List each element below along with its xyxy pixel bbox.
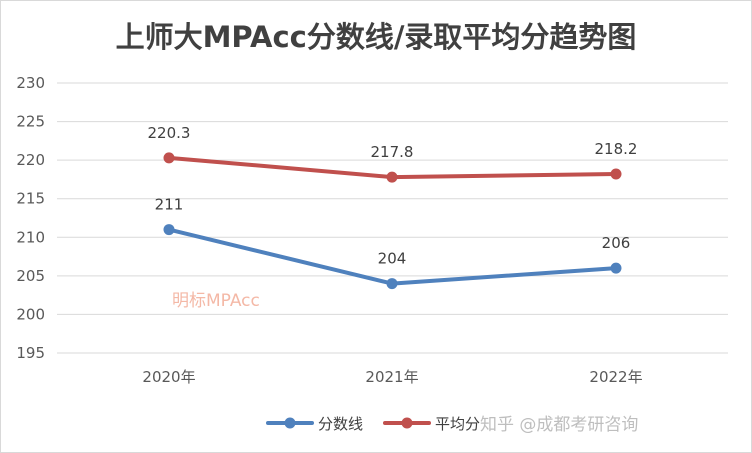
y-axis-ticks: 195 200 205 210 215 220 225 230 [16,74,45,362]
corner-watermark: 知乎 @成都考研咨询 [480,415,638,435]
data-label: 220.3 [148,124,191,142]
x-tick-label: 2020年 [142,368,195,386]
y-tick-label: 195 [16,344,45,362]
data-point [163,152,175,164]
y-tick-label: 210 [16,228,45,246]
data-label: 217.8 [371,143,414,161]
data-point [386,278,398,290]
data-label: 218.2 [595,140,638,158]
legend-label: 平均分 [435,415,480,433]
legend-label: 分数线 [318,415,363,433]
y-tick-label: 215 [16,190,45,208]
data-point [163,224,175,236]
legend: 分数线 平均分 [266,415,480,433]
x-tick-label: 2021年 [365,368,418,386]
x-tick-label: 2022年 [589,368,642,386]
y-tick-label: 225 [16,113,45,131]
chart-title: 上师大MPAcc分数线/录取平均分趋势图 [116,20,637,54]
y-tick-label: 220 [16,151,45,169]
gridlines [57,82,728,354]
y-tick-label: 230 [16,74,45,92]
x-axis-ticks: 2020年 2021年 2022年 [142,368,642,386]
legend-swatch-marker [401,417,413,429]
data-label: 206 [602,234,631,252]
series-lines: 211 204 206 220.3 217.8 218.2 [148,124,638,290]
data-point [386,171,398,183]
watermark-text: 明标MPAcc [172,291,260,311]
data-label: 204 [378,250,407,268]
data-point [610,168,622,180]
y-tick-label: 205 [16,267,45,285]
legend-swatch-marker [284,417,296,429]
data-label: 211 [155,196,184,214]
y-tick-label: 200 [16,305,45,323]
data-point [610,262,622,274]
